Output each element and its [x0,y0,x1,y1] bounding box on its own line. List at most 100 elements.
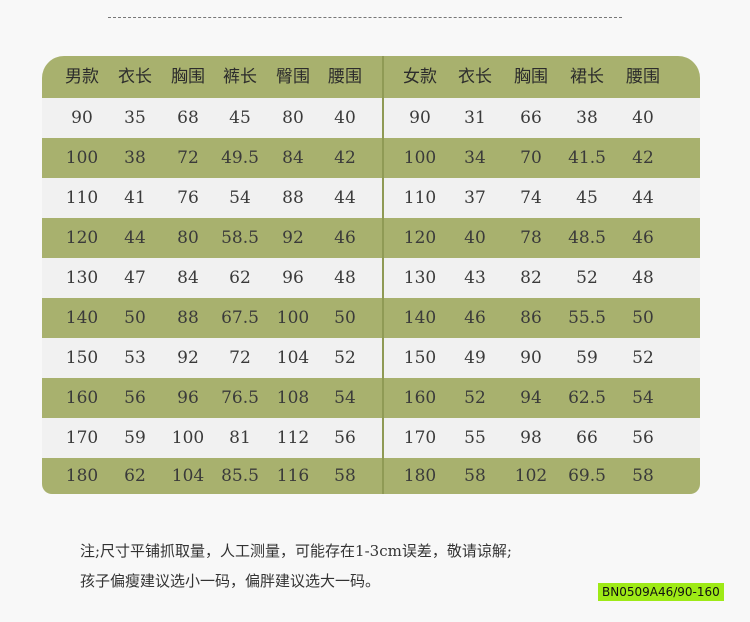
women-cell: 62.5 [568,388,606,408]
women-header-row: 女款 衣长 胸围 裙长 腰围 [42,56,700,98]
men-cell: 100 [171,428,205,448]
men-cell: 110 [65,188,99,208]
women-cell: 46 [632,228,654,248]
men-cell: 46 [334,228,356,248]
women-cell: 170 [403,428,437,448]
men-cell: 108 [276,388,310,408]
women-cell: 74 [520,188,542,208]
dotted-divider [108,17,622,18]
women-cell: 120 [403,228,437,248]
women-cell: 56 [632,428,654,448]
men-cell: 150 [65,348,99,368]
men-cell: 35 [124,108,146,128]
men-cell: 48 [334,268,356,288]
men-cell: 50 [124,308,146,328]
women-cell: 49 [464,348,486,368]
men-header-row: 男款 衣长 胸围 裤长 臀围 腰围 [42,56,700,98]
product-code-badge: BN0509A46/90-160 [598,583,724,601]
women-cell: 58 [632,466,654,486]
men-cell: 47 [124,268,146,288]
men-header-cell: 裤长 [223,67,257,87]
men-cell: 76 [177,188,199,208]
women-cell: 52 [632,348,654,368]
men-cell: 45 [229,108,251,128]
women-cell: 44 [632,188,654,208]
table-row: 130 47 84 62 96 48 130 43 82 52 48 [42,258,700,298]
men-cell: 92 [177,348,199,368]
men-cell: 68 [177,108,199,128]
women-cell: 54 [632,388,654,408]
size-chart-table: 180 62 104 85.5 116 58 180 58 102 69.5 58 170 59 100 8… [42,56,700,494]
men-cell: 100 [276,308,310,328]
table-row: 90 35 68 45 80 40 90 31 66 38 40 [42,98,700,138]
men-cell: 58.5 [221,228,259,248]
men-cell: 38 [124,148,146,168]
women-header-cell: 裙长 [570,67,604,87]
men-cell: 160 [65,388,99,408]
men-cell: 41 [124,188,146,208]
column-divider [382,56,384,494]
women-cell: 160 [403,388,437,408]
women-cell: 66 [576,428,598,448]
women-cell: 48.5 [568,228,606,248]
men-cell: 116 [276,466,310,486]
men-cell: 40 [334,108,356,128]
women-cell: 140 [403,308,437,328]
women-cell: 37 [464,188,486,208]
men-cell: 84 [282,148,304,168]
women-cell: 50 [632,308,654,328]
women-header-cell: 衣长 [458,67,492,87]
women-cell: 42 [632,148,654,168]
men-cell: 96 [282,268,304,288]
women-cell: 130 [403,268,437,288]
men-header-cell: 臀围 [276,67,310,87]
men-cell: 81 [229,428,251,448]
table-row: 120 44 80 58.5 92 46 120 40 78 48.5 46 [42,218,700,258]
women-cell: 100 [403,148,437,168]
women-cell: 34 [464,148,486,168]
men-cell: 140 [65,308,99,328]
men-cell: 96 [177,388,199,408]
women-cell: 52 [464,388,486,408]
men-cell: 44 [124,228,146,248]
men-cell: 59 [124,428,146,448]
women-cell: 46 [464,308,486,328]
table-row: 140 50 88 67.5 100 50 140 46 86 55.5 50 [42,298,700,338]
women-cell: 40 [464,228,486,248]
women-cell: 59 [576,348,598,368]
women-cell: 102 [514,466,548,486]
men-cell: 88 [177,308,199,328]
men-cell: 54 [334,388,356,408]
women-cell: 55.5 [568,308,606,328]
women-cell: 52 [576,268,598,288]
women-cell: 41.5 [568,148,606,168]
women-cell: 86 [520,308,542,328]
men-cell: 90 [71,108,93,128]
women-cell: 98 [520,428,542,448]
men-cell: 44 [334,188,356,208]
men-cell: 170 [65,428,99,448]
men-cell: 84 [177,268,199,288]
women-header-cell: 女款 [403,67,437,87]
women-cell: 90 [520,348,542,368]
women-cell: 90 [409,108,431,128]
men-cell: 58 [334,466,356,486]
men-cell: 76.5 [221,388,259,408]
women-cell: 55 [464,428,486,448]
men-cell: 49.5 [221,148,259,168]
note-line-2: 孩子偏瘦建议选小一码，偏胖建议选大一码。 [80,572,381,590]
men-cell: 80 [282,108,304,128]
men-header-cell: 腰围 [328,67,362,87]
women-cell: 69.5 [568,466,606,486]
women-cell: 43 [464,268,486,288]
table-row: 180 62 104 85.5 116 58 180 58 102 69.5 58 [42,458,700,494]
table-row: 110 41 76 54 88 44 110 37 74 45 44 [42,178,700,218]
women-cell: 110 [403,188,437,208]
women-cell: 58 [464,466,486,486]
women-cell: 180 [403,466,437,486]
women-header-cell: 胸围 [514,67,548,87]
men-header-cell: 衣长 [118,67,152,87]
women-cell: 48 [632,268,654,288]
table-row: 160 56 96 76.5 108 54 160 52 94 62.5 54 [42,378,700,418]
men-cell: 100 [65,148,99,168]
